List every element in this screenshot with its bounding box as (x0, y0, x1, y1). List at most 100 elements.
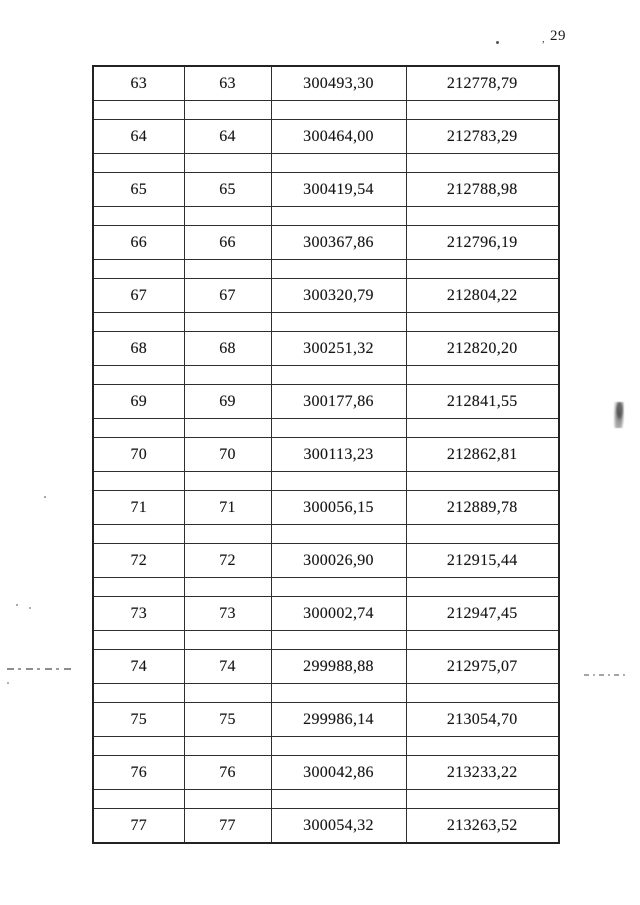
scan-speck (7, 682, 9, 684)
table-spacer-row (92, 259, 560, 279)
table-spacer-row (92, 630, 560, 650)
table-cell-empty (92, 259, 185, 279)
table-cell-empty (183, 259, 272, 279)
table-cell-empty (270, 471, 407, 491)
table-cell: 67 (92, 278, 185, 313)
table-cell-empty (405, 577, 560, 597)
table-cell: 76 (183, 755, 272, 790)
table-cell-empty (92, 312, 185, 332)
table-cell: 300026,90 (270, 543, 407, 578)
table-row: 69 69 300177,86 212841,55 (92, 384, 560, 419)
table-row: 63 63 300493,30 212778,79 (92, 65, 560, 101)
table-cell: 69 (183, 384, 272, 419)
table-cell-empty (92, 365, 185, 385)
table-row: 65 65 300419,54 212788,98 (92, 172, 560, 207)
table-cell: 73 (92, 596, 185, 631)
table-cell: 74 (92, 649, 185, 684)
table-cell-empty (183, 206, 272, 226)
table-cell-empty (183, 471, 272, 491)
table-cell-empty (270, 206, 407, 226)
table-cell: 299986,14 (270, 702, 407, 737)
table-row: 76 76 300042,86 213233,22 (92, 755, 560, 790)
scan-dash-artifact-right (584, 674, 628, 676)
table-cell: 65 (92, 172, 185, 207)
table-cell: 75 (92, 702, 185, 737)
table-cell: 212820,20 (405, 331, 560, 366)
table-cell-empty (92, 683, 185, 703)
table-cell: 300177,86 (270, 384, 407, 419)
table-cell-empty (183, 683, 272, 703)
table-cell-empty (270, 577, 407, 597)
table-cell-empty (270, 524, 407, 544)
scan-speck (496, 41, 499, 44)
table-cell-empty (183, 736, 272, 756)
table-cell-empty (92, 630, 185, 650)
table-row: 66 66 300367,86 212796,19 (92, 225, 560, 260)
table-cell: 213263,52 (405, 808, 560, 844)
table-spacer-row (92, 365, 560, 385)
table-cell-empty (183, 365, 272, 385)
table-cell: 300367,86 (270, 225, 407, 260)
table-cell: 63 (183, 65, 272, 101)
table-cell: 74 (183, 649, 272, 684)
table-cell-empty (405, 736, 560, 756)
table-row: 67 67 300320,79 212804,22 (92, 278, 560, 313)
table-cell-empty (270, 100, 407, 120)
scan-speck (16, 604, 18, 606)
table-cell: 213054,70 (405, 702, 560, 737)
table-cell: 300251,32 (270, 331, 407, 366)
table-row: 73 73 300002,74 212947,45 (92, 596, 560, 631)
table-cell: 72 (183, 543, 272, 578)
table-cell: 300054,32 (270, 808, 407, 844)
table-cell: 212915,44 (405, 543, 560, 578)
table-cell-empty (270, 630, 407, 650)
table-cell-empty (183, 153, 272, 173)
table-cell-empty (405, 312, 560, 332)
table-cell-empty (270, 312, 407, 332)
table-cell-empty (92, 100, 185, 120)
table-cell: 212889,78 (405, 490, 560, 525)
table-cell: 299988,88 (270, 649, 407, 684)
table-cell-empty (92, 418, 185, 438)
table-cell: 213233,22 (405, 755, 560, 790)
table-cell-empty (270, 365, 407, 385)
table-cell: 300002,74 (270, 596, 407, 631)
table-cell: 212796,19 (405, 225, 560, 260)
table-cell-empty (270, 418, 407, 438)
table-cell: 300419,54 (270, 172, 407, 207)
scan-speck (44, 496, 46, 498)
table-cell: 63 (92, 65, 185, 101)
scan-speck (29, 607, 31, 609)
table-cell: 72 (92, 543, 185, 578)
table-cell: 300464,00 (270, 119, 407, 154)
table-cell: 71 (183, 490, 272, 525)
table-cell-empty (405, 259, 560, 279)
table-cell: 300320,79 (270, 278, 407, 313)
table-cell-empty (92, 206, 185, 226)
table-row: 70 70 300113,23 212862,81 (92, 437, 560, 472)
table-cell-empty (92, 789, 185, 809)
table-cell-empty (92, 524, 185, 544)
scan-smudge-artifact (613, 402, 624, 428)
table-cell-empty (405, 100, 560, 120)
table-cell-empty (270, 259, 407, 279)
table-cell-empty (405, 789, 560, 809)
table-cell: 67 (183, 278, 272, 313)
table-cell: 73 (183, 596, 272, 631)
table-cell-empty (405, 683, 560, 703)
table-cell-empty (270, 789, 407, 809)
table-cell-empty (405, 365, 560, 385)
table-cell: 212862,81 (405, 437, 560, 472)
table-cell-empty (92, 577, 185, 597)
table-row: 77 77 300054,32 213263,52 (92, 808, 560, 844)
table-cell: 212783,29 (405, 119, 560, 154)
table-cell-empty (183, 100, 272, 120)
table-cell-empty (405, 418, 560, 438)
coordinates-table-body: 63 63 300493,30 212778,79 64 64 300464,00 21278… (92, 65, 560, 844)
table-cell-empty (405, 471, 560, 491)
table-cell: 300042,86 (270, 755, 407, 790)
table-cell: 65 (183, 172, 272, 207)
table-cell: 212975,07 (405, 649, 560, 684)
table-cell: 75 (183, 702, 272, 737)
